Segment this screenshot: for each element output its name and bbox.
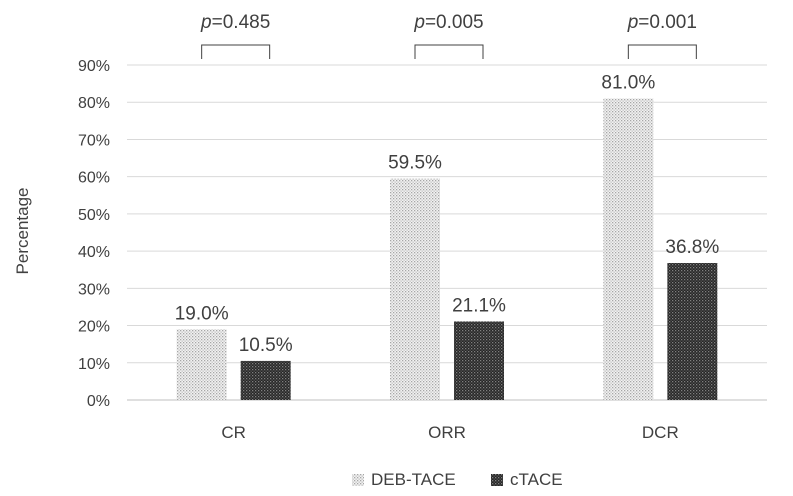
legend-label: cTACE xyxy=(510,470,563,489)
legend-label: DEB-TACE xyxy=(371,470,456,489)
significance-annotations: p=0.485 p=0.005 p=0.001 xyxy=(200,12,697,59)
y-tick-label: 20% xyxy=(78,319,110,336)
p-value-label: p=0.001 xyxy=(627,12,697,33)
legend: DEB-TACE cTACE xyxy=(352,470,563,489)
bars xyxy=(176,98,718,400)
legend-swatch xyxy=(352,474,364,486)
p-value-label: p=0.005 xyxy=(413,12,483,33)
significance-bracket xyxy=(414,44,484,59)
data-label: 59.5% xyxy=(388,153,442,174)
y-tick-label: 70% xyxy=(78,132,110,149)
y-tick-label: 50% xyxy=(78,207,110,224)
data-label: 36.8% xyxy=(665,237,719,258)
y-tick-label: 0% xyxy=(87,393,110,410)
y-tick-label: 30% xyxy=(78,281,110,298)
data-label: 10.5% xyxy=(239,335,293,356)
data-labels: 19.0% 10.5% 59.5% 21.1% 81.0% 36.8% xyxy=(175,73,720,356)
x-axis-ticks: CR ORR DCR xyxy=(221,423,678,442)
x-tick-label: ORR xyxy=(428,423,466,442)
y-tick-label: 80% xyxy=(78,95,110,112)
data-label: 81.0% xyxy=(601,73,655,94)
y-tick-label: 10% xyxy=(78,356,110,373)
bar-orr-ctace xyxy=(454,321,504,400)
data-label: 21.1% xyxy=(452,295,506,316)
p-value-label: p=0.485 xyxy=(200,12,270,33)
data-label: 19.0% xyxy=(175,303,229,324)
y-axis-ticks: 0% 10% 20% 30% 40% 50% 60% 70% 80% 90% xyxy=(78,58,110,410)
legend-swatch xyxy=(491,474,503,486)
bar-cr-ctace xyxy=(240,360,291,400)
y-tick-label: 60% xyxy=(78,170,110,187)
bar-orr-deb-tace xyxy=(390,178,440,400)
x-tick-label: DCR xyxy=(642,423,679,442)
significance-bracket xyxy=(201,44,271,59)
bar-cr-deb-tace xyxy=(176,329,227,400)
bar-dcr-deb-tace xyxy=(603,98,654,400)
bar-dcr-ctace xyxy=(667,263,718,400)
significance-bracket xyxy=(627,44,697,59)
x-tick-label: CR xyxy=(221,423,246,442)
y-tick-label: 40% xyxy=(78,244,110,261)
y-tick-label: 90% xyxy=(78,58,110,75)
y-axis-label: Percentage xyxy=(13,188,32,275)
gridlines xyxy=(127,64,767,401)
